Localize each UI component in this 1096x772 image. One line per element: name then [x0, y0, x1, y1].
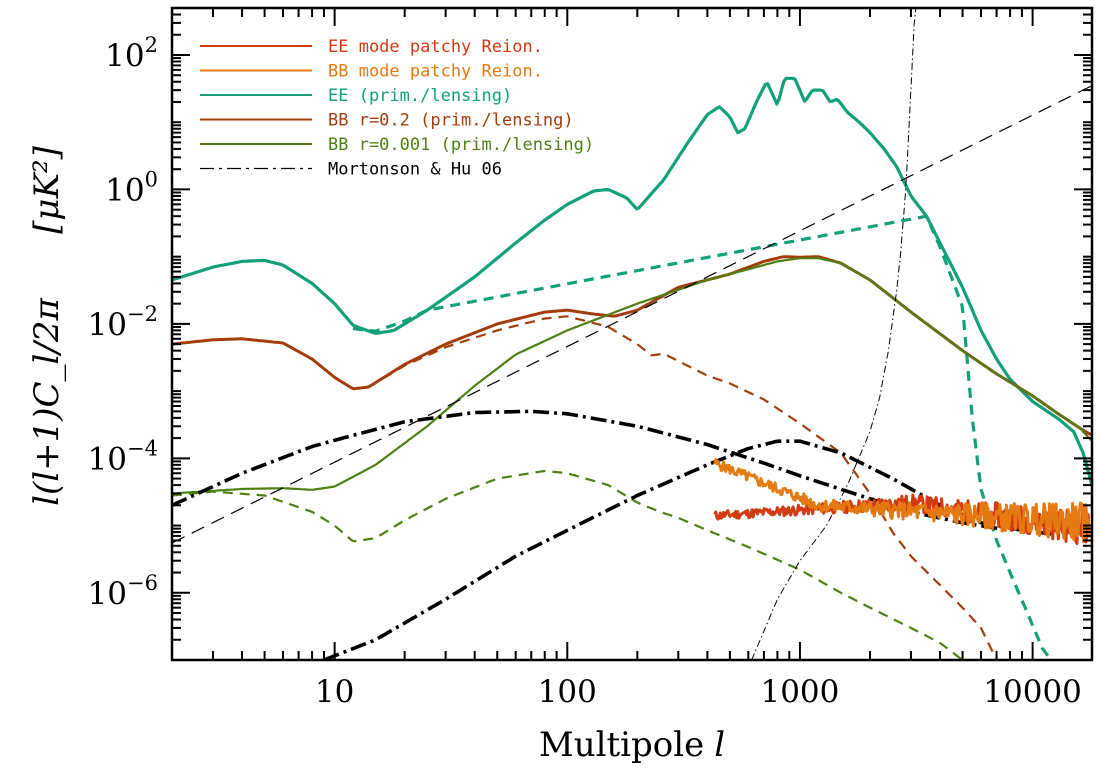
y-axis-unit: [μK²]	[27, 145, 67, 233]
legend-label: EE (prim./lensing)	[328, 86, 512, 106]
y-tick-label: 102	[105, 33, 158, 74]
legend: EE mode patchy Reion. BB mode patchy Reio…	[200, 37, 594, 180]
series-line-11	[713, 458, 1091, 544]
plot-frame	[170, 6, 1094, 662]
series-line-9	[751, 8, 917, 660]
x-tick-label: 10000	[983, 674, 1082, 710]
legend-label: Mortonson & Hu 06	[328, 160, 502, 180]
legend-label: EE mode patchy Reion.	[328, 37, 543, 57]
series-line-8	[172, 85, 1092, 544]
series-line-6	[172, 409, 1011, 533]
y-tick-label: 10−6	[88, 571, 158, 612]
y-tick-label: 100	[105, 167, 158, 208]
series-line-3	[368, 315, 998, 660]
series-line-1	[352, 214, 1053, 660]
series-line-7	[323, 439, 1052, 660]
legend-label: BB mode patchy Reion.	[328, 62, 543, 82]
y-axis-title: l(l+1)C_l/2π	[27, 297, 67, 505]
y-tick-label: 10−4	[88, 436, 158, 477]
y-tick-label: 10−2	[88, 302, 158, 343]
x-tick-label: 1000	[760, 674, 839, 710]
series-line-4	[172, 257, 1092, 495]
series-line-5	[172, 469, 964, 660]
x-tick-label: 100	[538, 674, 597, 710]
x-tick-label: 10	[315, 674, 354, 710]
legend-label: BB r=0.001 (prim./lensing)	[328, 135, 594, 155]
x-axis-title: Multipole l	[539, 725, 725, 765]
ticks-layer: 10 100 1000 10000 10−6 10−4 10−2 100 102	[88, 7, 1092, 710]
series-layer	[172, 8, 1092, 660]
legend-label: BB r=0.2 (prim./lensing)	[328, 111, 574, 131]
